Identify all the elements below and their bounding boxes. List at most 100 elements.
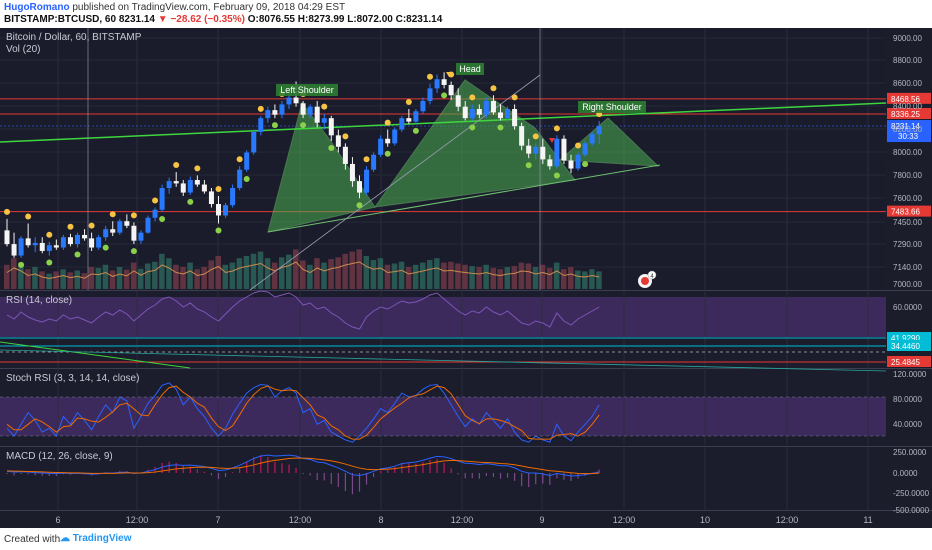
candle-body [272, 110, 278, 115]
rsi-trendline[interactable] [0, 341, 191, 369]
volume-bar [166, 258, 172, 289]
ohlc-values: O:8076.55 H:8273.99 L:8072.00 C:8231.14 [247, 14, 443, 25]
candle-body [448, 84, 454, 96]
price-tick-label: 9000.00 [893, 34, 922, 43]
head-marker-icon [446, 72, 452, 77]
macd-pane[interactable] [0, 447, 886, 511]
candle-body [300, 103, 306, 115]
volume-bar [74, 270, 80, 289]
candle-body [476, 108, 482, 115]
candle-body [342, 146, 348, 164]
candle-body [53, 245, 59, 248]
level-label: 7483.66 [891, 208, 920, 217]
time-tick-label: 12:00 [126, 515, 149, 525]
signal-dot-above [363, 156, 370, 163]
volume-bar [448, 261, 454, 289]
candle-body [399, 118, 405, 130]
macd-signal-line [6, 457, 600, 475]
time-tick-label: 12:00 [776, 515, 799, 525]
main-title: Bitcoin / Dollar, 60, BITSTAMP [6, 32, 142, 43]
stoch-k-line [6, 382, 600, 443]
signal-dot-above [511, 94, 518, 101]
candle-body [512, 108, 518, 127]
candle-body [152, 209, 158, 218]
volume-bar [53, 271, 59, 289]
last-price: 8231.14 [118, 14, 155, 25]
left-shoulder-tag[interactable] [276, 84, 338, 96]
neckline-trendline[interactable] [0, 102, 887, 143]
left-shoulder-shape[interactable] [267, 101, 376, 233]
rsi-trendline[interactable] [0, 349, 887, 372]
volume-bar [286, 254, 292, 289]
candle-body [568, 160, 574, 169]
tradingview-logo[interactable]: ☁ TradingView [60, 533, 132, 544]
signal-dot-below [412, 127, 419, 134]
time-tick-label: 6 [55, 515, 60, 525]
support-trendline[interactable] [267, 164, 661, 233]
volume-bar [518, 262, 525, 289]
candle-body [286, 97, 292, 105]
candle-body [180, 183, 186, 193]
created-with-text: Created with [4, 534, 61, 545]
volume-bar [314, 258, 320, 289]
volume-bar [159, 253, 165, 289]
candle-body [349, 163, 355, 182]
volume-bar [173, 264, 179, 289]
volume-bar [335, 257, 341, 289]
signal-dot-below [497, 124, 504, 131]
candle-body [364, 169, 370, 193]
candle-body [406, 118, 412, 122]
price-tick-label: 7600.00 [893, 194, 922, 203]
signal-dot-above [342, 133, 349, 140]
volume-bar [342, 253, 348, 289]
volume-bar [546, 267, 553, 289]
candle-body [427, 88, 433, 101]
volume-bars [4, 249, 602, 289]
last-price-box [887, 120, 931, 143]
candle-body [554, 138, 560, 167]
volume-bar [300, 260, 306, 289]
stoch-tick-label: 120.0000 [893, 370, 927, 379]
candle-body [561, 138, 567, 161]
volume-bar [553, 262, 560, 289]
candle-body [230, 187, 236, 206]
candle-body [462, 106, 468, 119]
stoch-tick-label: 40.0000 [893, 420, 922, 429]
volume-bar [39, 271, 45, 289]
signal-dot-below [243, 175, 250, 182]
author-link[interactable]: HugoRomano [4, 2, 70, 13]
price-tick-label: 8200.00 [893, 125, 922, 134]
candle-body [11, 244, 17, 256]
candle-body [124, 221, 130, 226]
right-shoulder-tag[interactable] [578, 101, 646, 113]
signal-dot-below [469, 124, 476, 131]
macd-tick-label: 250.0000 [893, 448, 927, 457]
stoch-d-line [6, 385, 600, 440]
signal-dot-below [102, 244, 109, 251]
volume-bar [257, 251, 264, 289]
vol-label: Vol (20) [6, 44, 40, 55]
volume-bar [589, 269, 595, 289]
candle-body [526, 145, 532, 154]
volume-bar [469, 266, 475, 289]
volume-bar [137, 268, 144, 289]
volume-bar [560, 269, 567, 289]
volume-bar [130, 262, 137, 289]
candle-body [173, 181, 179, 184]
candle-body [357, 181, 362, 193]
symbol: BITSTAMP:BTCUSD, 60 [4, 14, 117, 25]
candle-body [378, 138, 384, 155]
rsi-label: RSI (14, close) [6, 295, 72, 306]
candle-body [201, 184, 207, 192]
sell-marker-icon [549, 138, 555, 143]
candle-body [279, 104, 285, 115]
candle-body [505, 108, 511, 119]
volume-bar [419, 262, 426, 289]
stoch-tick-label: 80.0000 [893, 395, 922, 404]
time-axis[interactable] [0, 511, 886, 528]
candle-body [469, 108, 475, 119]
head-tag[interactable] [456, 63, 484, 75]
volume-bar [81, 273, 88, 289]
